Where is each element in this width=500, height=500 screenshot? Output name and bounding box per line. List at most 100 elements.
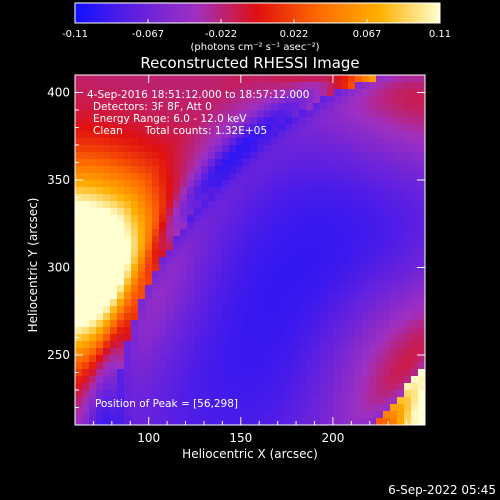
heatmap-cell — [299, 89, 307, 97]
heatmap-cell — [124, 334, 132, 342]
heatmap-cell — [355, 334, 363, 342]
heatmap-cell — [96, 96, 104, 104]
heatmap-cell — [320, 292, 328, 300]
heatmap-cell — [187, 96, 195, 104]
heatmap-cell — [138, 411, 146, 419]
heatmap-cell — [376, 299, 384, 307]
heatmap-cell — [117, 159, 125, 167]
heatmap-cell — [131, 404, 139, 412]
heatmap-cell — [138, 75, 146, 83]
heatmap-cell — [89, 194, 97, 202]
heatmap-cell — [327, 229, 335, 237]
heatmap-cell — [257, 285, 265, 293]
heatmap-cell — [243, 250, 251, 258]
heatmap-cell — [208, 208, 216, 216]
heatmap-cell — [152, 334, 160, 342]
heatmap-cell — [397, 138, 405, 146]
heatmap-cell — [103, 159, 111, 167]
heatmap-cell — [271, 124, 279, 132]
heatmap-cell — [82, 320, 90, 328]
heatmap-cell — [390, 145, 398, 153]
heatmap-cell — [320, 306, 328, 314]
footer-timestamp: 6-Sep-2022 05:45 — [388, 483, 496, 497]
heatmap-cell — [369, 369, 377, 377]
heatmap-cell — [404, 355, 412, 363]
heatmap-cell — [222, 418, 230, 425]
heatmap-cell — [89, 138, 97, 146]
heatmap-cell — [264, 383, 272, 391]
heatmap-cell — [369, 362, 377, 370]
heatmap-cell — [75, 96, 83, 104]
heatmap-cell — [264, 201, 272, 209]
heatmap-cell — [138, 250, 146, 258]
heatmap-cell — [355, 285, 363, 293]
heatmap-cell — [124, 222, 132, 230]
heatmap-cell — [110, 82, 118, 90]
heatmap-cell — [257, 110, 265, 118]
heatmap-cell — [236, 404, 244, 412]
heatmap-cell — [208, 166, 216, 174]
heatmap-cell — [327, 131, 335, 139]
heatmap-cell — [208, 110, 216, 118]
heatmap-cell — [194, 327, 202, 335]
heatmap-cell — [327, 404, 335, 412]
heatmap-cell — [418, 236, 425, 244]
heatmap-cell — [208, 215, 216, 223]
heatmap-cell — [180, 194, 188, 202]
heatmap-cell — [152, 299, 160, 307]
heatmap-cell — [103, 334, 111, 342]
heatmap-cell — [383, 418, 391, 425]
heatmap-cell — [278, 348, 286, 356]
heatmap-cell — [187, 383, 195, 391]
heatmap-cell — [138, 131, 146, 139]
heatmap-cell — [89, 320, 97, 328]
heatmap-cell — [173, 187, 181, 195]
heatmap-cell — [89, 117, 97, 125]
heatmap-cell — [390, 124, 398, 132]
heatmap-cell — [383, 82, 391, 90]
heatmap-cell — [362, 292, 370, 300]
heatmap-cell — [292, 299, 300, 307]
heatmap-cell — [327, 355, 335, 363]
heatmap-cell — [383, 208, 391, 216]
heatmap-cell — [250, 292, 258, 300]
heatmap-cell — [229, 82, 237, 90]
heatmap-cell — [229, 187, 237, 195]
heatmap-cell — [180, 264, 188, 272]
heatmap-cell — [418, 341, 425, 349]
heatmap-cell — [103, 145, 111, 153]
heatmap-cell — [299, 411, 307, 419]
heatmap-cell — [271, 173, 279, 181]
heatmap-cell — [173, 201, 181, 209]
heatmap-cell — [376, 236, 384, 244]
heatmap-cell — [341, 131, 349, 139]
colorbar-tick-label: 0.022 — [280, 29, 309, 40]
heatmap-cell — [236, 117, 244, 125]
heatmap-cell — [194, 215, 202, 223]
heatmap-cell — [110, 327, 118, 335]
heatmap-cell — [404, 404, 412, 412]
heatmap-cell — [201, 348, 209, 356]
heatmap-cell — [222, 89, 230, 97]
heatmap-cell — [327, 285, 335, 293]
heatmap-cell — [194, 138, 202, 146]
heatmap-cell — [320, 187, 328, 195]
heatmap-cell — [236, 131, 244, 139]
heatmap-cell — [418, 299, 425, 307]
heatmap-cell — [159, 117, 167, 125]
heatmap-cell — [285, 166, 293, 174]
heatmap-cell — [208, 89, 216, 97]
heatmap-cell — [362, 173, 370, 181]
heatmap-cell — [173, 250, 181, 258]
heatmap-cell — [327, 376, 335, 384]
heatmap-cell — [369, 334, 377, 342]
heatmap-cell — [180, 222, 188, 230]
heatmap-cell — [152, 166, 160, 174]
heatmap-cell — [166, 215, 174, 223]
heatmap-cell — [271, 194, 279, 202]
heatmap-cell — [138, 124, 146, 132]
heatmap-cell — [383, 229, 391, 237]
heatmap-cell — [152, 124, 160, 132]
heatmap-cell — [271, 355, 279, 363]
heatmap-cell — [257, 124, 265, 132]
